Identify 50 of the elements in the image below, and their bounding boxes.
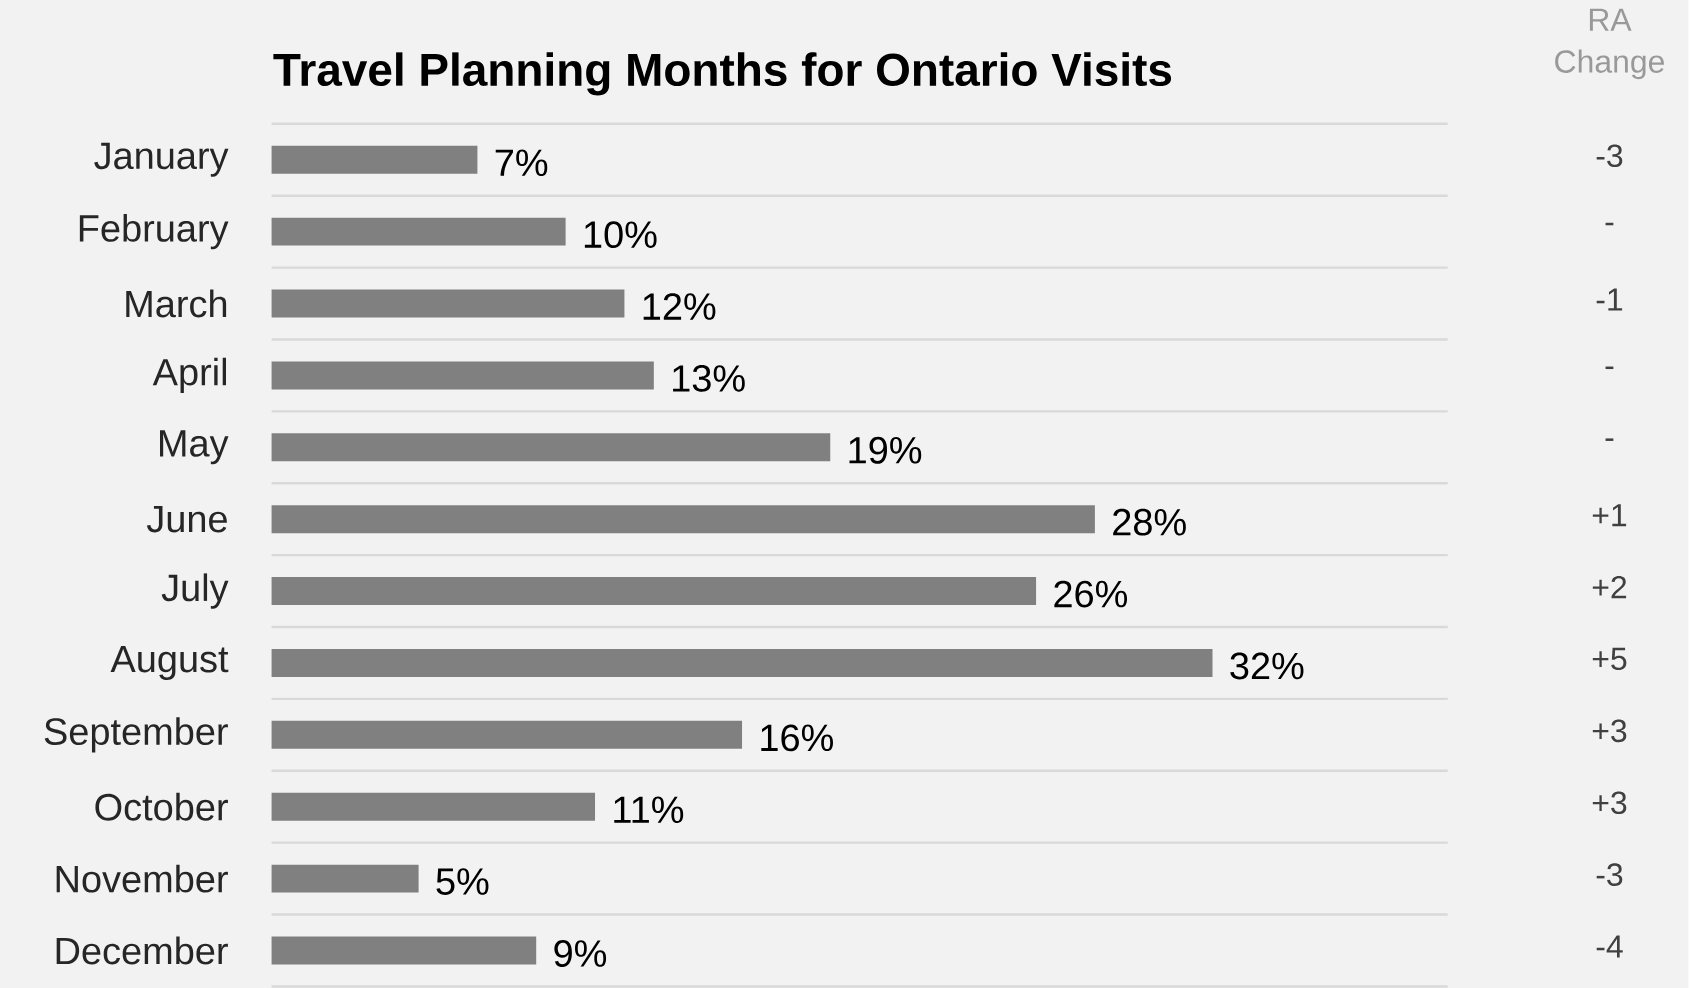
data-label: 11% (614, 796, 684, 823)
y-tick-label: July (161, 573, 229, 609)
chart-title: Travel Planning Months for Ontario Visits (273, 52, 1172, 96)
text: -1 (1596, 288, 1623, 311)
bar (271, 504, 1095, 533)
bar (271, 864, 419, 893)
bar (271, 936, 537, 965)
text: +2 (1592, 575, 1627, 599)
bar (271, 361, 654, 390)
text: - (1605, 366, 1614, 369)
y-tick-label: August (110, 645, 229, 680)
y-tick-label: May (160, 430, 229, 465)
y-tick-label: June (146, 505, 227, 533)
y-tick-label: January (94, 142, 229, 177)
data-label: 12% (643, 292, 716, 320)
y-tick-label: December (56, 936, 228, 965)
bar (271, 720, 743, 749)
y-tick-label: September (44, 716, 228, 753)
bar (271, 433, 831, 462)
text: - (1605, 438, 1614, 441)
data-label: 28% (1113, 508, 1186, 536)
data-label: 10% (584, 220, 657, 248)
bar (271, 145, 478, 174)
y-tick-label: March (126, 289, 227, 318)
bar (271, 648, 1213, 677)
data-label: 7% (495, 149, 548, 176)
y-tick-label: November (56, 864, 228, 893)
bar (271, 576, 1037, 605)
text: -4 (1596, 935, 1623, 958)
y-tick-label: April (152, 357, 227, 393)
bar (271, 289, 625, 318)
text: - (1605, 222, 1614, 226)
data-label: 26% (1054, 580, 1128, 608)
text: +1 (1592, 503, 1627, 526)
text: +5 (1592, 647, 1627, 670)
y-tick-label: February (79, 213, 229, 250)
text: +3 (1592, 719, 1627, 742)
data-label: 32% (1230, 652, 1304, 680)
data-label: 19% (849, 436, 922, 464)
y-tick-label: October (95, 792, 228, 821)
text: -3 (1596, 863, 1623, 886)
data-label: 5% (436, 868, 489, 895)
text: +3 (1592, 791, 1627, 814)
bar (271, 792, 596, 821)
text: -3 (1596, 144, 1623, 167)
data-label: 16% (761, 724, 833, 752)
data-label: 13% (673, 364, 745, 392)
text: RA Change (1555, 8, 1664, 79)
data-label: 9% (554, 939, 607, 967)
bar (271, 217, 566, 246)
